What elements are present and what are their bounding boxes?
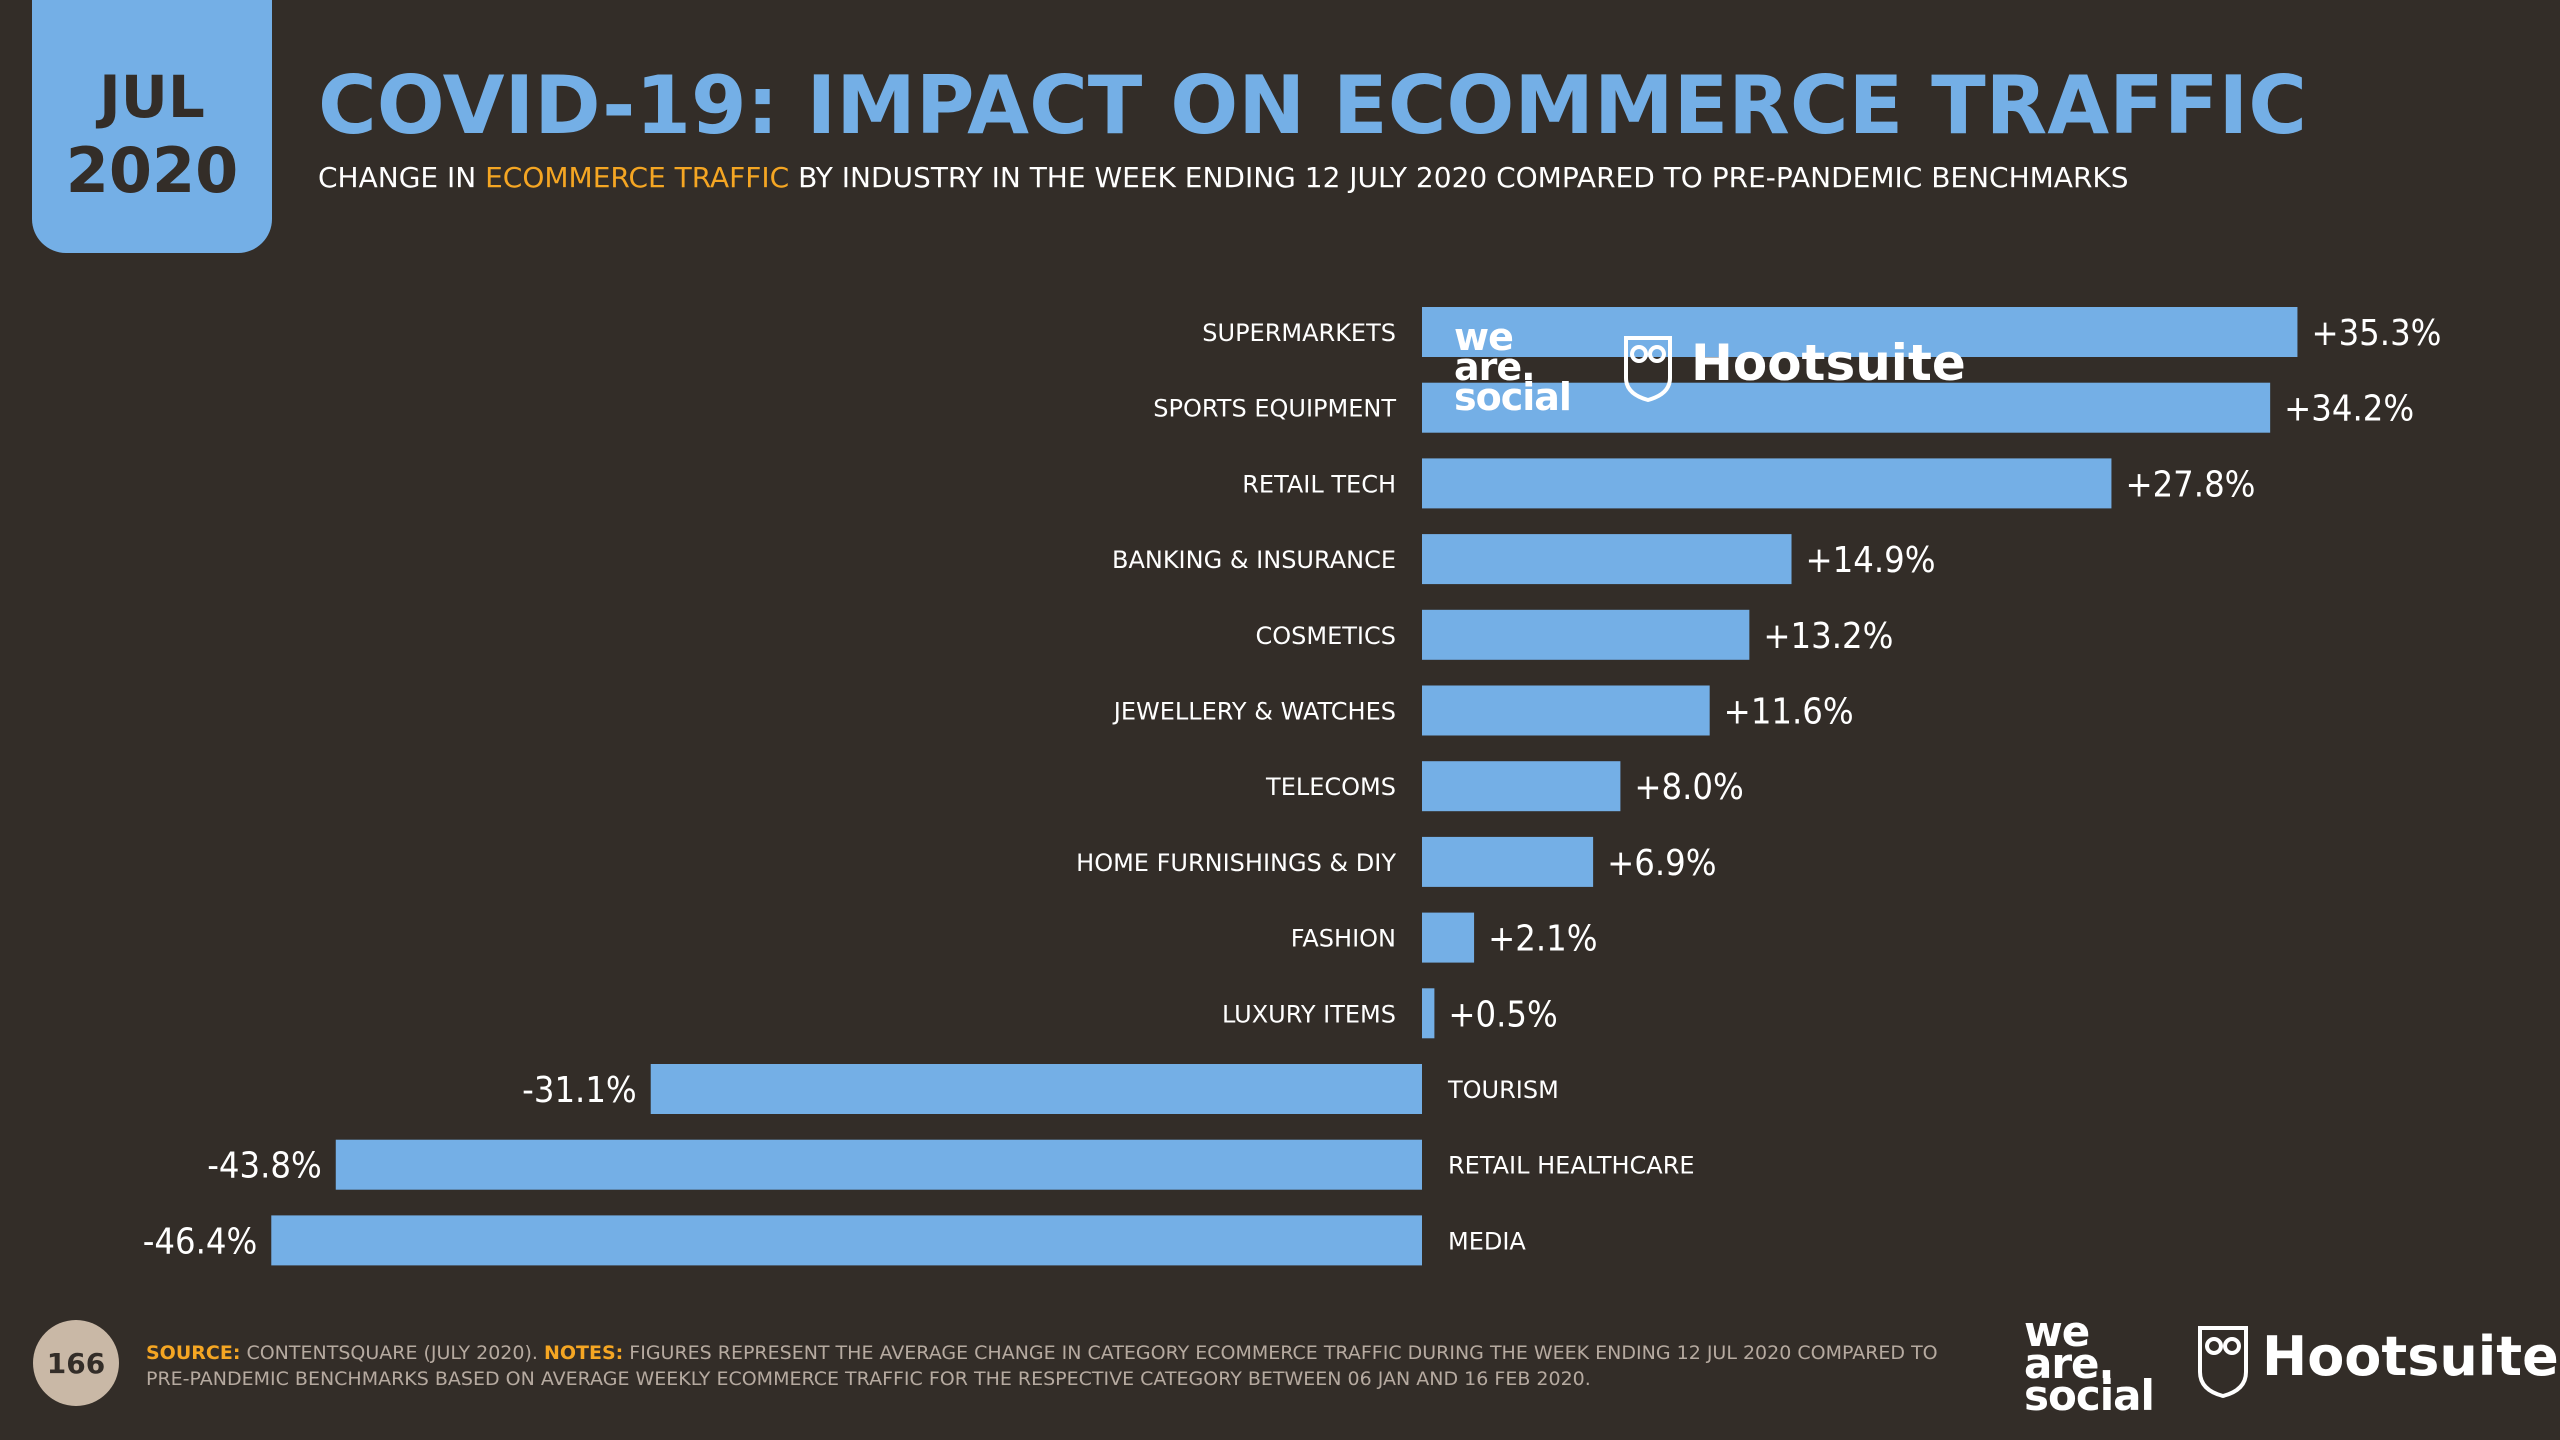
value-label: +8.0% [1634,767,1743,808]
bar-chart: SUPERMARKETS +35.3% SPORTS EQUIPMENT +34.2%… [143,307,2441,1266]
value-label: +35.3% [2311,313,2441,354]
watermark-owl-icon [1624,336,1672,402]
value-label: +34.2% [2284,389,2414,430]
value-label: -31.1% [522,1070,637,1111]
value-label: +0.5% [1448,994,1557,1035]
hootsuite-owl-icon [2198,1326,2248,1398]
page-title: COVID-19: IMPACT ON ECOMMERCE TRAFFIC [318,59,2307,152]
bar-tourism [650,1064,1422,1114]
source-text: CONTENTSQUARE (JULY 2020). [240,1342,544,1364]
category-label: BANKING & INSURANCE [1112,546,1396,574]
value-label: -43.8% [207,1146,322,1187]
page-subtitle: CHANGE IN ECOMMERCE TRAFFIC BY INDUSTRY … [318,164,2129,192]
watermark-we-are-social-logo: we are. social [1454,315,1572,419]
subtitle-suffix: BY INDUSTRY IN THE WEEK ENDING 12 JULY 2… [789,161,2129,194]
bar-cosmetics [1422,609,1750,660]
category-label: SUPERMARKETS [1202,319,1396,347]
we-are-social-logo: we are. social [2024,1307,2155,1420]
bar-retail-tech [1422,458,2112,509]
value-label: +6.9% [1607,843,1716,884]
source-notes: SOURCE: CONTENTSQUARE (JULY 2020). NOTES… [146,1340,1976,1392]
value-label: -46.4% [143,1221,258,1262]
bar-media [271,1215,1422,1266]
notes-label: NOTES: [543,1342,624,1364]
date-badge: JUL 2020 [32,0,272,253]
value-label: +27.8% [2125,464,2255,505]
category-label: SPORTS EQUIPMENT [1153,395,1396,423]
category-label: LUXURY ITEMS [1222,1000,1396,1028]
bar-sports-equipment [1422,382,2271,433]
subtitle-prefix: CHANGE IN [318,161,486,194]
value-label: +2.1% [1488,919,1597,960]
page-number-badge: 166 [33,1320,119,1406]
bar-banking-insurance [1422,534,1792,585]
category-label: HOME FURNISHINGS & DIY [1076,849,1396,877]
bar-supermarkets [1422,307,2298,357]
category-label: MEDIA [1448,1227,1526,1255]
category-label: FASHION [1291,925,1396,953]
category-label: JEWELLERY & WATCHES [1112,698,1396,726]
category-label: TELECOMS [1265,773,1396,801]
category-label: RETAIL HEALTHCARE [1448,1152,1695,1180]
value-label: +14.9% [1806,540,1936,581]
bar-jewellery-watches [1422,685,1710,736]
value-label: +13.2% [1763,616,1893,657]
notes-text: FIGURES REPRESENT THE AVERAGE CHANGE IN … [146,1342,1938,1390]
value-label: +11.6% [1724,692,1854,733]
bar-home-furnishings-diy [1422,836,1594,887]
source-label: SOURCE: [146,1342,241,1364]
bar-fashion [1422,912,1475,963]
bar-luxury-items [1422,988,1435,1039]
category-label: TOURISM [1447,1076,1559,1104]
subtitle-highlight: ECOMMERCE TRAFFIC [485,161,790,194]
bar-retail-healthcare [335,1139,1422,1190]
category-label: RETAIL TECH [1242,470,1396,498]
date-month: JUL [99,63,205,131]
date-year: 2020 [65,134,239,207]
bar-telecoms [1422,761,1621,812]
category-label: COSMETICS [1256,622,1396,650]
hootsuite-logo: Hootsuite [2262,1325,2559,1388]
watermark-hootsuite-logo: Hootsuite [1691,334,1966,392]
